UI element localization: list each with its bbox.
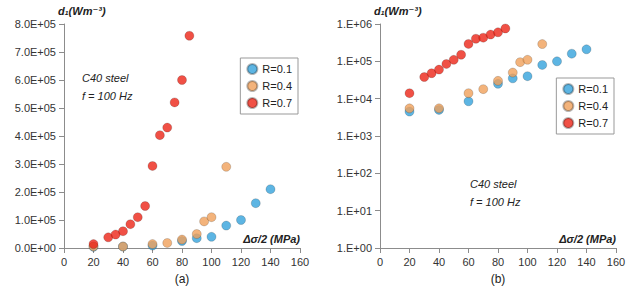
svg-text:4.0E+05: 4.0E+05: [15, 130, 56, 142]
svg-text:1.E+06: 1.E+06: [337, 18, 372, 30]
svg-text:1.E+04: 1.E+04: [337, 93, 372, 105]
svg-text:8.0E+05: 8.0E+05: [15, 18, 56, 30]
svg-text:60: 60: [146, 256, 158, 268]
svg-text:120: 120: [548, 256, 566, 268]
svg-text:f = 100 Hz: f = 100 Hz: [82, 90, 133, 102]
svg-text:C40 steel: C40 steel: [470, 178, 517, 190]
svg-text:100: 100: [518, 256, 536, 268]
svg-text:f = 100 Hz: f = 100 Hz: [470, 196, 521, 208]
svg-text:R=0.7: R=0.7: [578, 117, 608, 129]
svg-text:20: 20: [403, 256, 415, 268]
svg-text:R=0.4: R=0.4: [262, 80, 292, 92]
svg-text:160: 160: [607, 256, 625, 268]
svg-text:1.E+05: 1.E+05: [337, 55, 372, 67]
svg-text:1.0E+05: 1.0E+05: [15, 214, 56, 226]
svg-text:R=0.7: R=0.7: [262, 97, 292, 109]
svg-text:120: 120: [232, 256, 250, 268]
svg-text:5.0E+05: 5.0E+05: [15, 102, 56, 114]
svg-text:0: 0: [377, 256, 383, 268]
svg-text:60: 60: [462, 256, 474, 268]
svg-text:R=0.4: R=0.4: [578, 100, 608, 112]
svg-text:C40 steel: C40 steel: [82, 72, 129, 84]
svg-text:140: 140: [577, 256, 595, 268]
svg-text:1.E+03: 1.E+03: [337, 130, 372, 142]
svg-text:1.E+00: 1.E+00: [337, 242, 372, 254]
svg-text:1.E+02: 1.E+02: [337, 167, 372, 179]
svg-text:6.0E+05: 6.0E+05: [15, 74, 56, 86]
svg-text:2.0E+05: 2.0E+05: [15, 186, 56, 198]
svg-text:20: 20: [87, 256, 99, 268]
svg-text:100: 100: [202, 256, 220, 268]
svg-text:0: 0: [61, 256, 67, 268]
svg-text:Δσ/2 (MPa): Δσ/2 (MPa): [558, 233, 616, 245]
svg-text:d₁(Wm⁻³): d₁(Wm⁻³): [58, 5, 106, 17]
svg-text:160: 160: [291, 256, 309, 268]
svg-text:d₁(Wm⁻³): d₁(Wm⁻³): [374, 5, 422, 17]
svg-text:R=0.1: R=0.1: [578, 83, 608, 95]
svg-text:(b): (b): [491, 272, 506, 286]
svg-text:140: 140: [261, 256, 279, 268]
svg-text:80: 80: [176, 256, 188, 268]
svg-text:1.E+01: 1.E+01: [337, 205, 372, 217]
svg-text:0.0E+00: 0.0E+00: [15, 242, 56, 254]
svg-text:40: 40: [433, 256, 445, 268]
svg-text:40: 40: [117, 256, 129, 268]
svg-text:(a): (a): [175, 272, 190, 286]
svg-text:7.0E+05: 7.0E+05: [15, 46, 56, 58]
svg-text:R=0.1: R=0.1: [262, 63, 292, 75]
svg-text:3.0E+05: 3.0E+05: [15, 158, 56, 170]
svg-text:Δσ/2 (MPa): Δσ/2 (MPa): [242, 233, 300, 245]
svg-text:80: 80: [492, 256, 504, 268]
